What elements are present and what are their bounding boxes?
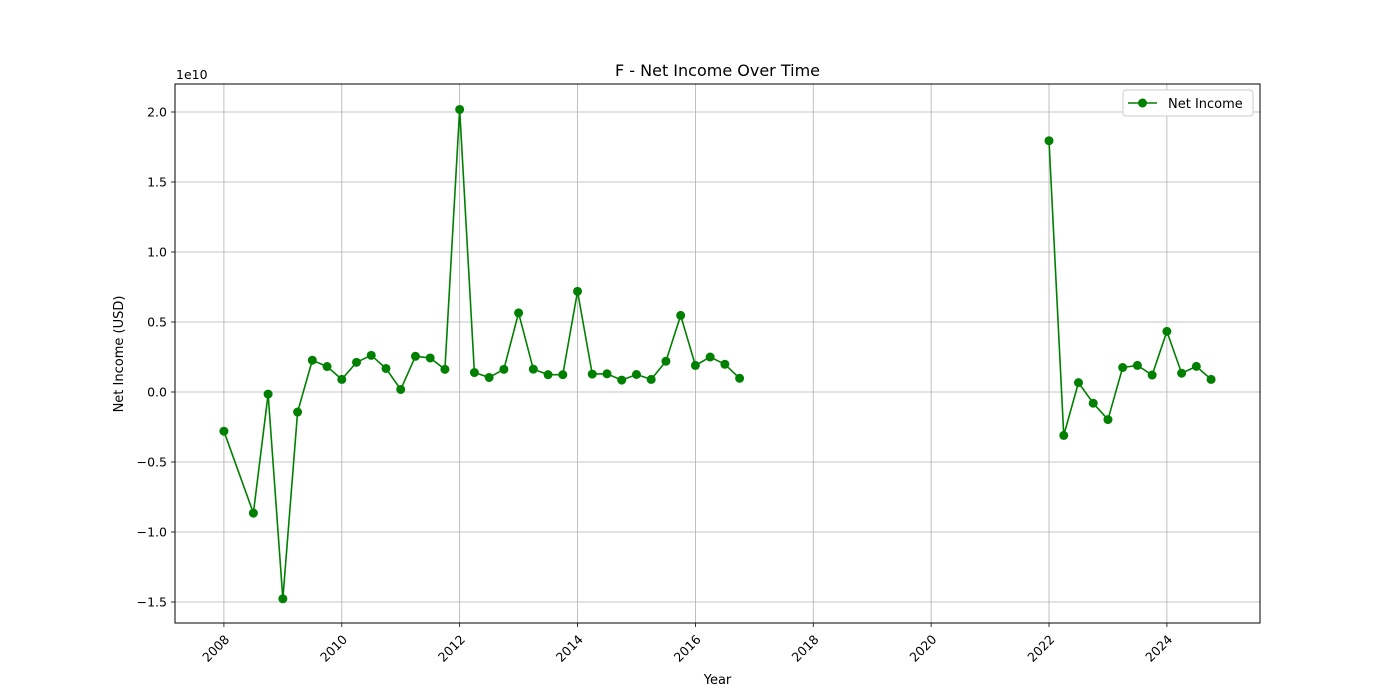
data-point <box>455 104 465 114</box>
data-point <box>705 352 715 362</box>
plot-area-frame <box>174 83 1261 624</box>
data-point <box>381 363 391 373</box>
data-point <box>514 308 524 318</box>
series-points <box>219 104 1216 604</box>
data-point <box>587 369 597 379</box>
y-tick-label: 1.5 <box>147 175 167 190</box>
data-point <box>499 364 509 374</box>
data-point <box>676 310 686 320</box>
data-point <box>1132 360 1142 370</box>
data-point <box>735 373 745 383</box>
x-tick-label: 2018 <box>788 632 821 665</box>
data-point <box>307 355 317 365</box>
data-point <box>484 372 494 382</box>
data-point <box>337 374 347 384</box>
y-tick-label: −1.5 <box>137 595 167 610</box>
data-point <box>646 374 656 384</box>
data-point <box>278 594 288 604</box>
data-point <box>720 359 730 369</box>
data-point <box>322 362 332 372</box>
x-axis-title: Year <box>703 673 732 688</box>
legend-marker-swatch <box>1138 98 1147 108</box>
x-tick-label: 2010 <box>317 632 350 665</box>
data-point <box>1044 136 1054 146</box>
chart-title: F - Net Income Over Time <box>615 61 820 80</box>
data-point <box>440 364 450 374</box>
data-point <box>690 360 700 370</box>
series-line-segment <box>223 108 741 600</box>
data-point <box>1147 370 1157 380</box>
data-point <box>617 375 627 385</box>
y-tick-label: 0.0 <box>147 385 167 400</box>
data-point <box>219 426 229 436</box>
x-tick-label: 2016 <box>671 632 704 665</box>
data-point <box>1118 363 1128 372</box>
data-point <box>1162 326 1172 336</box>
data-point <box>1059 430 1069 440</box>
data-point <box>1191 361 1201 371</box>
x-tick-label: 2014 <box>553 632 586 665</box>
data-point <box>602 369 612 379</box>
data-point <box>1088 398 1098 408</box>
y-axis-title: Net Income (USD) <box>112 296 127 413</box>
y-offset-label: 1e10 <box>176 67 208 82</box>
data-point <box>469 368 479 378</box>
grid-lines <box>175 84 1260 623</box>
x-tick-label: 2022 <box>1024 632 1057 665</box>
data-point <box>528 364 538 374</box>
data-point <box>573 286 583 296</box>
data-point <box>248 508 258 518</box>
data-point <box>1206 374 1216 384</box>
data-point <box>425 353 435 363</box>
data-point <box>631 370 641 379</box>
data-point <box>352 357 362 367</box>
series-line-segment <box>1048 140 1212 437</box>
x-axis-ticks: 2008 2010 2012 2014 2016 2018 2020 2022 2024 <box>199 623 1175 665</box>
data-point <box>1177 368 1187 378</box>
data-point <box>558 370 568 380</box>
x-tick-label: 2020 <box>906 632 939 665</box>
y-axis-ticks: −1.5 −1.0 −0.5 0.0 0.5 1.0 1.5 2.0 <box>137 105 175 610</box>
data-point <box>661 356 671 366</box>
data-point <box>410 351 420 361</box>
y-tick-label: 1.0 <box>147 245 167 260</box>
legend: Net Income <box>1122 89 1254 117</box>
y-tick-label: −1.0 <box>137 525 167 540</box>
legend-box <box>1122 89 1254 117</box>
x-tick-label: 2012 <box>435 632 468 665</box>
x-tick-label: 2008 <box>199 632 232 665</box>
data-point <box>366 350 376 360</box>
y-tick-label: 2.0 <box>147 105 167 120</box>
data-point <box>1073 378 1083 388</box>
legend-label: Net Income <box>1168 97 1243 112</box>
data-point <box>543 370 553 380</box>
x-tick-label: 2024 <box>1142 632 1175 665</box>
y-tick-label: −0.5 <box>137 455 167 470</box>
data-point <box>396 384 406 394</box>
y-tick-label: 0.5 <box>147 315 167 330</box>
data-point <box>263 389 273 399</box>
data-point <box>293 407 303 417</box>
data-point <box>1103 415 1113 425</box>
